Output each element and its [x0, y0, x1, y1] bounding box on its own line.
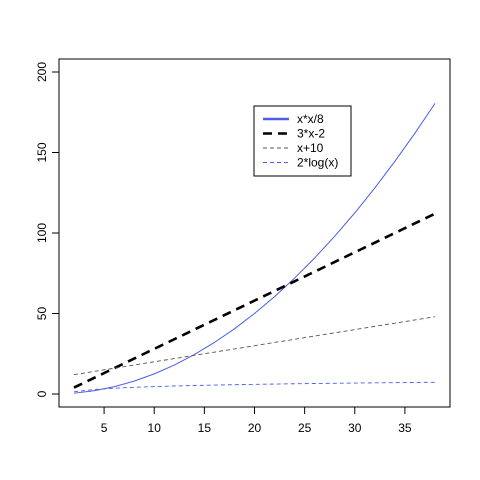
- y-tick-label: 100: [35, 223, 49, 243]
- x-axis: 5 10 15 20 25 30 35: [101, 406, 412, 435]
- y-tick-label: 150: [35, 142, 49, 162]
- legend: x*x/83*x-2x+102*log(x): [253, 105, 352, 177]
- y-axis: 0 50 100 150 200: [35, 62, 60, 397]
- x-tick-label: 10: [148, 421, 162, 435]
- x-tick-label: 5: [101, 421, 108, 435]
- legend-label-4: 2*log(x): [297, 156, 338, 170]
- y-tick-label: 50: [35, 307, 49, 321]
- legend-label-3: x+10: [297, 141, 324, 155]
- y-tick-label: 0: [35, 390, 49, 397]
- legend-label-2: 3*x-2: [297, 127, 325, 141]
- y-tick-label: 200: [35, 62, 49, 82]
- series-line-3: [73, 316, 436, 376]
- series-line-2: [73, 212, 436, 389]
- x-tick-label: 30: [348, 421, 362, 435]
- x-tick-label: 25: [298, 421, 312, 435]
- series-line-1: [73, 103, 436, 394]
- x-tick-label: 35: [398, 421, 412, 435]
- legend-box: [253, 105, 352, 177]
- series-line-4: [73, 381, 436, 393]
- series-layer: [73, 103, 436, 394]
- x-tick-label: 20: [248, 421, 262, 435]
- x-tick-label: 15: [198, 421, 212, 435]
- legend-label-1: x*x/8: [297, 112, 324, 126]
